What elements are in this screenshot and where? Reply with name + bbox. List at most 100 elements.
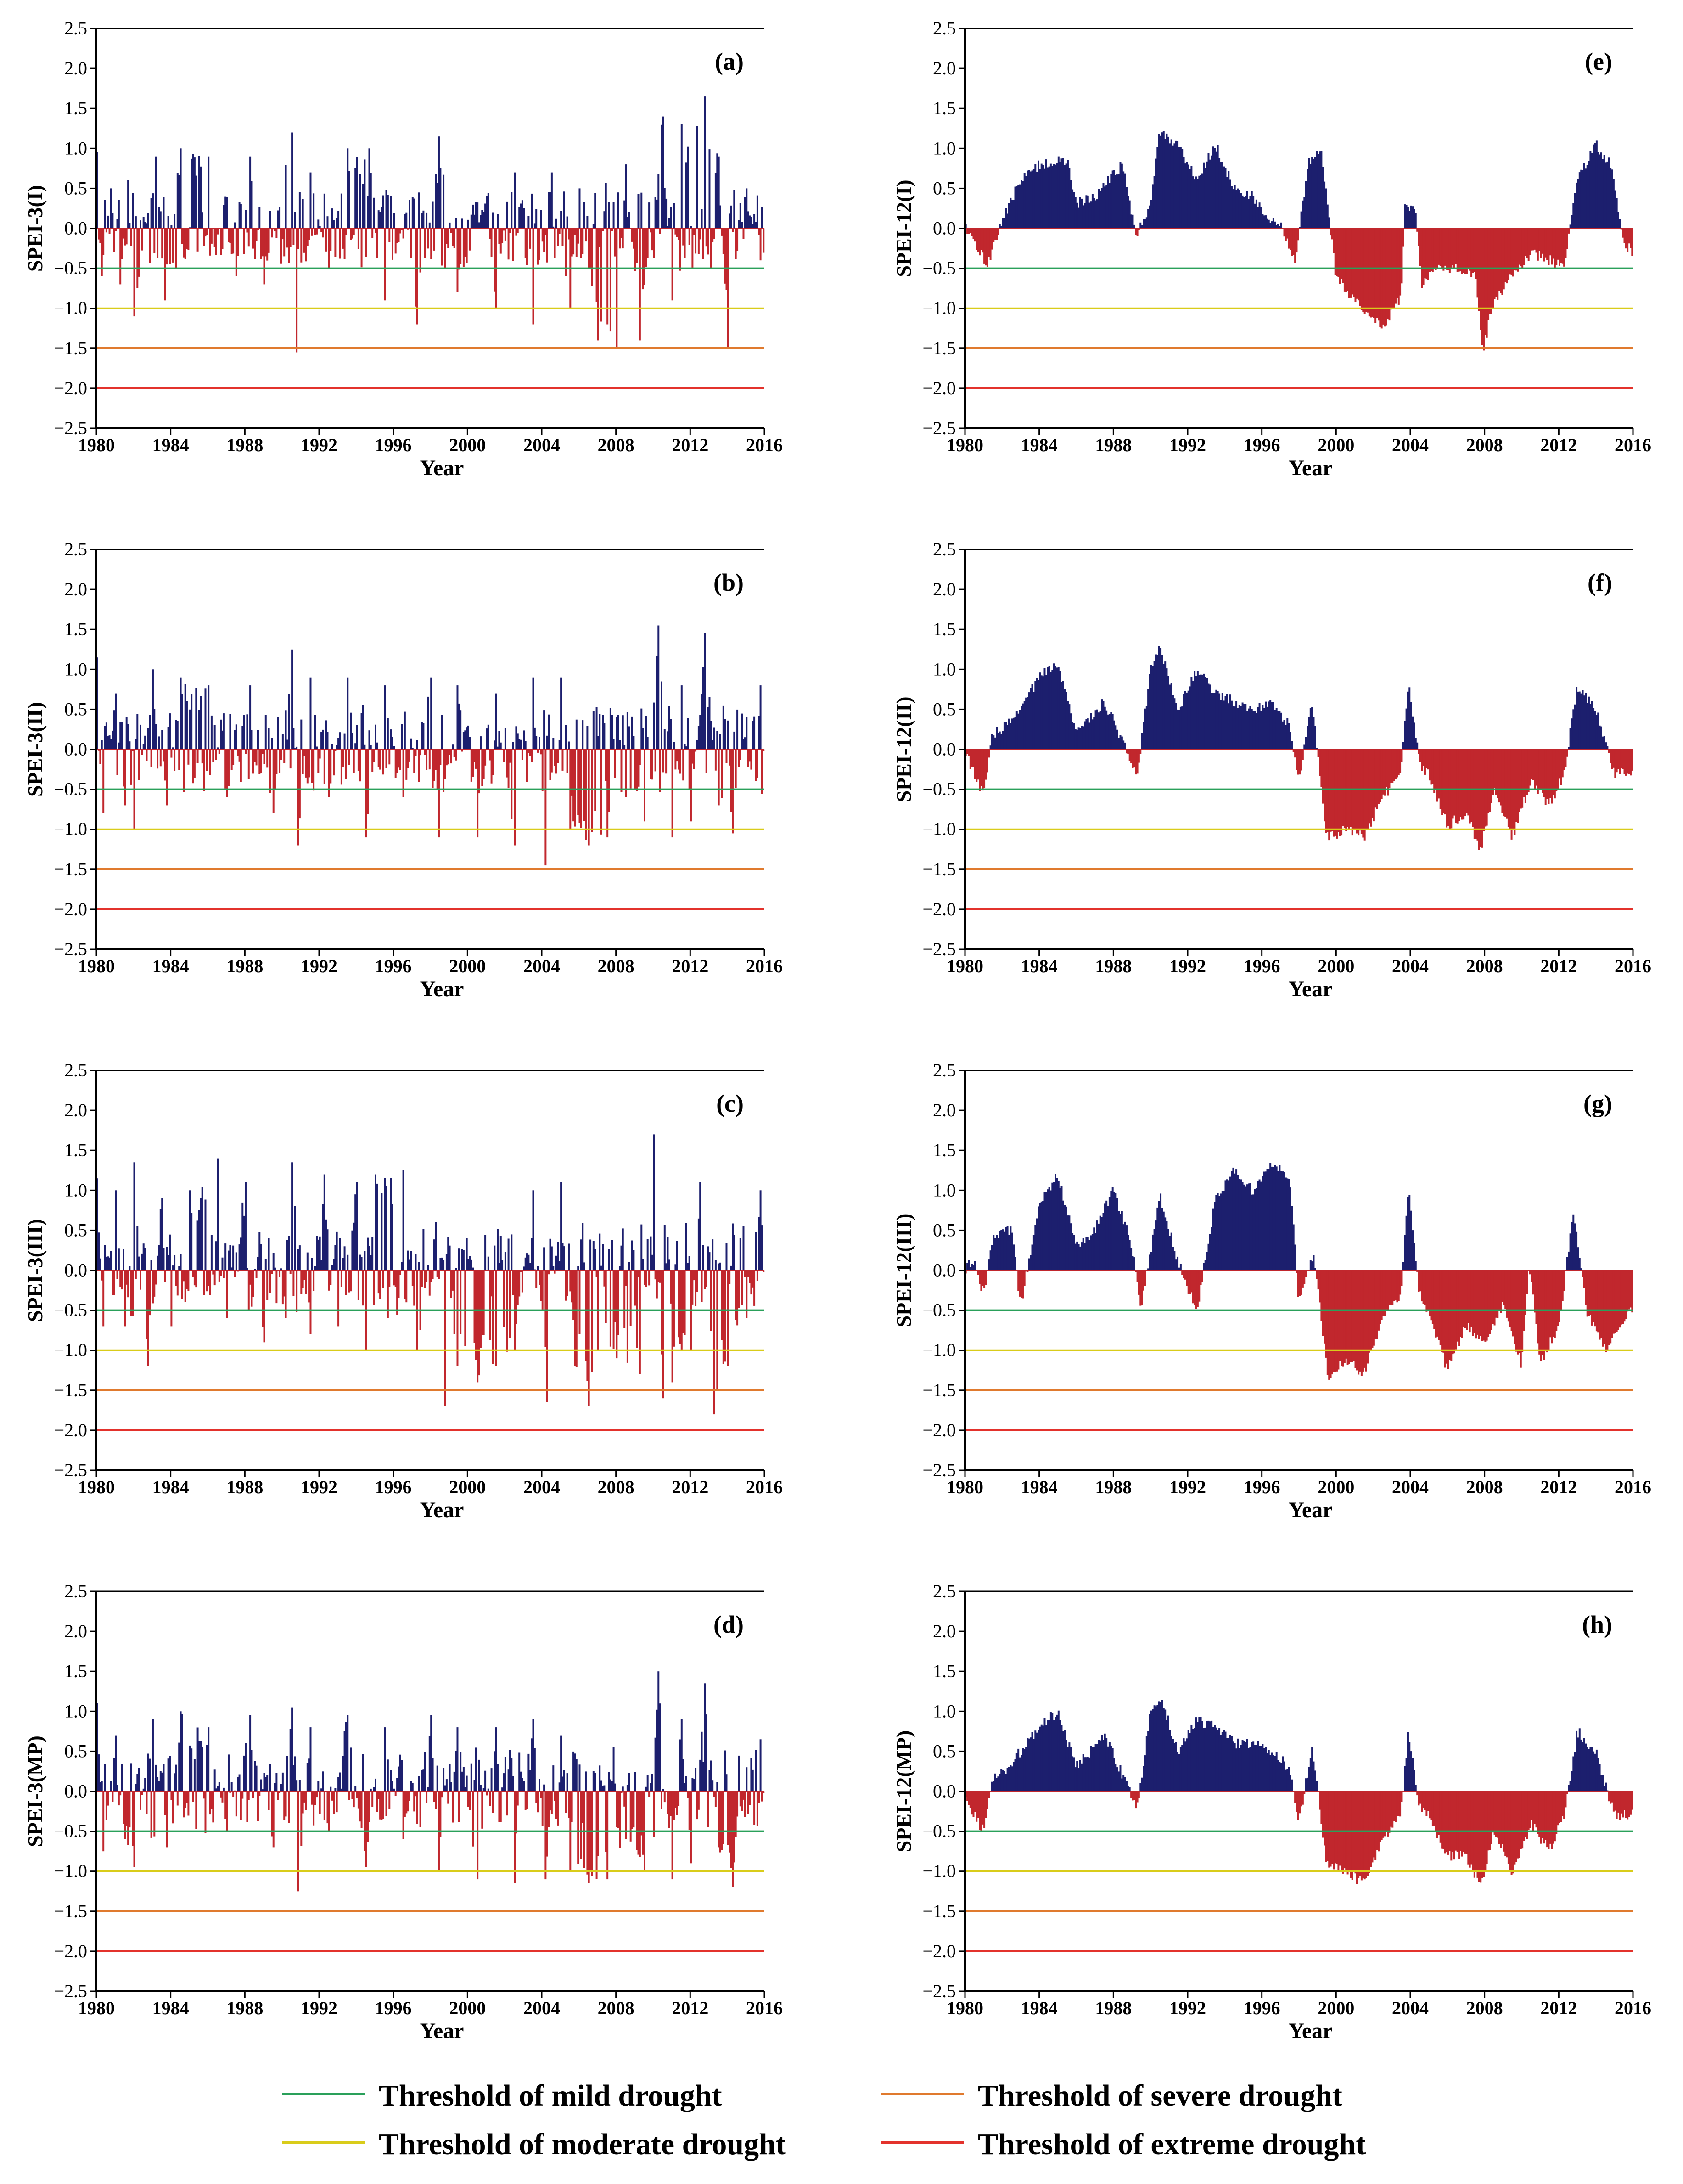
dry-bar (1442, 749, 1445, 813)
dry-bar (1353, 228, 1355, 297)
dry-bar (1532, 228, 1534, 251)
wet-bar (609, 708, 611, 750)
dry-bar (753, 1270, 756, 1306)
wet-bar (443, 1768, 445, 1792)
dry-bar (1429, 749, 1431, 781)
y-tick-label: 0.0 (933, 1781, 956, 1802)
wet-bar (1082, 205, 1084, 229)
dry-bar (1339, 1270, 1341, 1361)
dry-bar (1537, 749, 1539, 794)
dry-bar (490, 749, 493, 784)
x-axis-label: Year (1289, 1498, 1333, 1522)
wet-bar (350, 1747, 352, 1792)
dry-bar (396, 228, 398, 243)
wet-bar (487, 1788, 489, 1792)
dry-bar (606, 228, 609, 325)
wet-bar (296, 746, 298, 750)
dry-bar (1395, 749, 1397, 779)
dry-bar (229, 1791, 231, 1793)
dry-bar (296, 1270, 298, 1312)
dry-bar (756, 1791, 758, 1826)
dry-bar (330, 228, 332, 251)
wet-bar (1110, 1191, 1112, 1271)
dry-bar (183, 228, 185, 258)
wet-bar (1036, 1218, 1038, 1271)
y-tick-label: 0.0 (933, 739, 956, 760)
wet-bar (602, 715, 604, 750)
wet-bar (696, 740, 698, 750)
wet-bar (1241, 1182, 1244, 1271)
wet-bar (1198, 675, 1201, 750)
wet-bar (322, 1771, 324, 1792)
wet-bar (507, 1769, 510, 1792)
dry-bar (724, 1270, 726, 1362)
y-tick-label: −1.5 (922, 1380, 956, 1400)
wet-bar (1198, 1717, 1201, 1792)
wet-bar (1589, 1747, 1592, 1792)
wet-bar (1023, 701, 1026, 750)
wet-bar (484, 1235, 487, 1271)
wet-bar (1226, 1738, 1228, 1792)
wet-bar (153, 709, 156, 750)
dry-bar (1422, 228, 1425, 285)
dry-bar (1492, 749, 1494, 795)
dry-bar (1551, 749, 1553, 804)
dry-bar (206, 228, 208, 235)
dry-bar (381, 1791, 383, 1820)
dry-bar (1620, 749, 1622, 769)
dry-bar (1456, 749, 1459, 824)
wet-bar (1277, 1760, 1279, 1792)
wet-bar (1404, 204, 1406, 229)
dry-bar (421, 1270, 423, 1287)
dry-bar (1362, 1270, 1364, 1372)
dry-bar (1395, 228, 1397, 304)
dry-bar (1453, 228, 1455, 269)
wet-bar (1240, 1745, 1242, 1792)
dry-bar (671, 1270, 673, 1383)
y-tick-label: 2.0 (64, 58, 87, 78)
dry-bar (1512, 228, 1514, 277)
wet-bar (603, 1785, 606, 1792)
dry-bar (1390, 1270, 1392, 1305)
wet-bar (1172, 1247, 1174, 1271)
wet-bar (136, 1226, 139, 1271)
dry-bar (969, 1791, 971, 1808)
wet-bar (292, 1765, 295, 1792)
dry-bar (1616, 749, 1618, 773)
dry-bar (747, 1791, 749, 1814)
dry-bar (1523, 749, 1525, 797)
dry-bar (568, 228, 570, 240)
dry-bar (676, 749, 678, 762)
dry-bar (979, 749, 981, 791)
dry-bar (1439, 228, 1442, 266)
dry-bar (313, 1270, 315, 1291)
wet-bar (563, 1246, 565, 1271)
dry-bar (1441, 749, 1443, 815)
wet-bar (616, 717, 618, 750)
dry-bar (1297, 228, 1299, 241)
wet-bar (376, 742, 378, 750)
wet-bar (680, 685, 683, 750)
wet-bar (663, 188, 666, 229)
wet-bar (115, 693, 117, 750)
wet-bar (1617, 212, 1619, 229)
panel-g: 2.52.01.51.00.50.0−0.5−1.0−1.5−2.0−2.519… (892, 1060, 1651, 1522)
y-tick-label: −2.0 (922, 1420, 956, 1440)
dry-bar (749, 749, 751, 762)
dry-bar (1336, 1791, 1338, 1864)
dry-bar (376, 1791, 378, 1812)
dry-bar (235, 228, 237, 276)
wet-bar (577, 1266, 579, 1271)
dry-bar (204, 1791, 207, 1833)
dry-bar (1548, 749, 1550, 804)
wet-bar (1226, 177, 1228, 229)
wet-bar (1410, 205, 1412, 229)
wet-bar (1600, 726, 1602, 750)
dry-bar (661, 1791, 662, 1809)
dry-bar (1500, 1791, 1502, 1848)
dry-bar (393, 1270, 395, 1286)
dry-bar (1518, 1270, 1520, 1353)
dry-bar (1622, 749, 1624, 769)
wet-bar (445, 1254, 448, 1271)
dry-bar (1138, 228, 1140, 230)
